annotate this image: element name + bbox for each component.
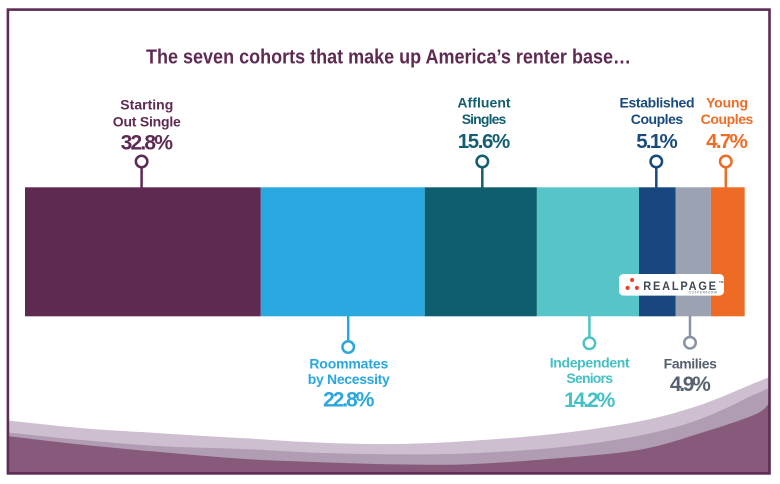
svg-text:The seven cohorts that make up: The seven cohorts that make up America’s… (146, 46, 631, 69)
svg-text:Couples: Couples (631, 111, 684, 127)
svg-text:Roommates: Roommates (309, 355, 388, 371)
svg-text:14.2%: 14.2% (564, 389, 616, 412)
svg-text:Young: Young (706, 94, 748, 110)
svg-text:5.1%: 5.1% (636, 130, 678, 153)
svg-text:4.9%: 4.9% (670, 373, 711, 396)
svg-text:Couples: Couples (701, 111, 754, 127)
svg-text:Out Single: Out Single (113, 114, 181, 130)
svg-text:by Necessity: by Necessity (308, 371, 390, 387)
svg-text:4.7%: 4.7% (706, 130, 748, 153)
svg-text:TM: TM (719, 280, 724, 284)
svg-text:REALPAGE: REALPAGE (643, 279, 718, 293)
svg-text:Established: Established (620, 94, 695, 110)
svg-text:Singles: Singles (462, 111, 507, 127)
svg-text:Seniors: Seniors (566, 370, 613, 386)
svg-text:32.8%: 32.8% (121, 132, 174, 155)
svg-text:Affluent: Affluent (457, 94, 511, 110)
svg-text:Independent: Independent (550, 355, 630, 371)
svg-text:Families: Families (664, 355, 718, 371)
svg-text:Starting: Starting (120, 97, 173, 113)
svg-text:OUTPERFORM: OUTPERFORM (689, 291, 718, 295)
svg-text:15.6%: 15.6% (458, 130, 511, 153)
svg-text:22.8%: 22.8% (323, 389, 375, 412)
